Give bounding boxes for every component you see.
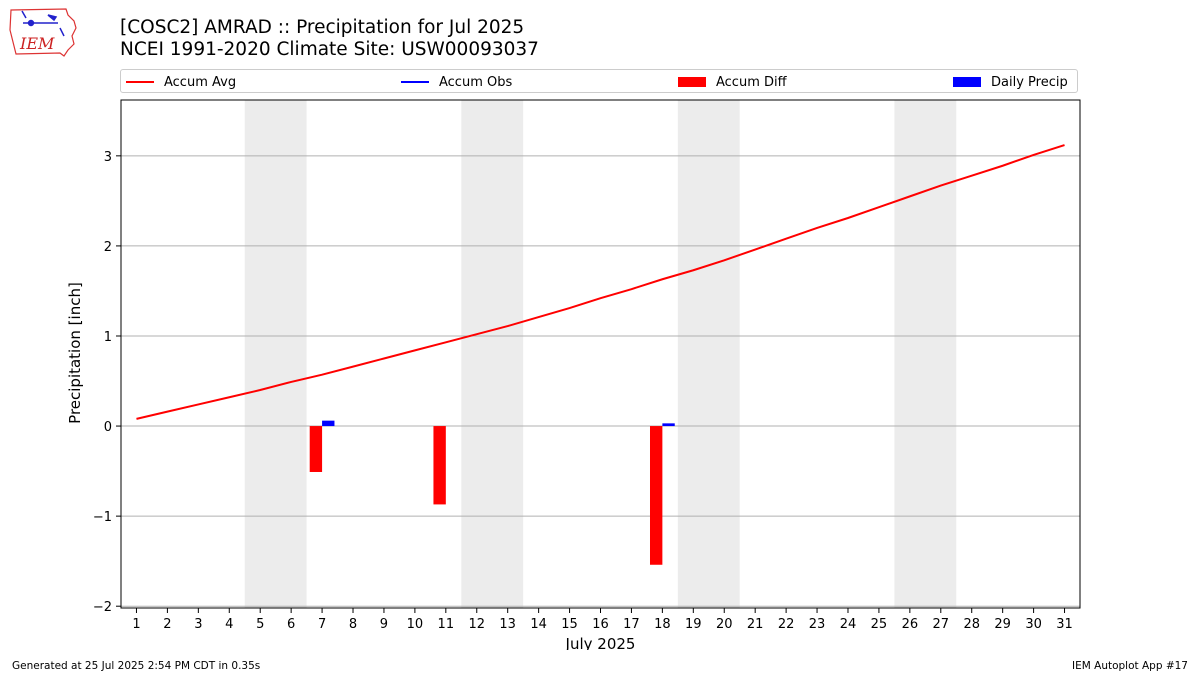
x-tick-label: 21 xyxy=(747,617,764,632)
x-tick-label: 15 xyxy=(561,617,578,632)
x-tick-label: 31 xyxy=(1056,617,1073,632)
accum-diff-bar xyxy=(649,426,663,565)
daily-precip-bar xyxy=(322,420,335,427)
x-tick-label: 18 xyxy=(654,617,671,632)
generated-timestamp: Generated at 25 Jul 2025 2:54 PM CDT in … xyxy=(12,660,261,672)
x-tick-label: 6 xyxy=(287,617,295,632)
iem-logo: IEM xyxy=(9,8,77,57)
x-tick-label: 9 xyxy=(380,617,388,632)
x-tick-label: 11 xyxy=(438,617,455,632)
y-tick-label: −1 xyxy=(93,510,112,525)
x-tick-label: 23 xyxy=(809,617,826,632)
x-tick-label: 13 xyxy=(499,617,516,632)
x-tick-label: 4 xyxy=(225,617,233,632)
y-tick-label: 0 xyxy=(104,420,112,435)
legend-label-accum-diff: Accum Diff xyxy=(716,74,787,90)
x-tick-label: 14 xyxy=(530,617,547,632)
legend-label-daily-precip: Daily Precip xyxy=(991,74,1068,90)
x-tick-label: 7 xyxy=(318,617,326,632)
x-tick-label: 26 xyxy=(902,617,919,632)
accum-diff-bar xyxy=(309,426,323,472)
accum-diff-bar xyxy=(433,426,446,505)
precipitation-chart: 1 2 3 4 5 6 7 8 9 10 11 12 13 14 15 16 17 18 19 20 21 22 23 24 2… xyxy=(66,99,1081,650)
weather-station-icon xyxy=(21,10,65,37)
legend-swatch-daily-precip xyxy=(953,77,981,87)
x-tick-label: 8 xyxy=(349,617,357,632)
legend-swatch-accum-avg xyxy=(126,81,154,83)
x-tick-label: 25 xyxy=(871,617,888,632)
x-tick-label: 24 xyxy=(840,617,857,632)
x-tick-label: 1 xyxy=(132,617,140,632)
weekend-band xyxy=(461,100,524,608)
x-tick-label: 29 xyxy=(994,617,1011,632)
daily-precip-bar xyxy=(662,423,675,427)
x-tick-label: 30 xyxy=(1025,617,1042,632)
weekend-band xyxy=(677,100,740,608)
y-tick-label: 1 xyxy=(104,330,112,345)
accum-avg-line xyxy=(136,144,1065,420)
x-tick-label: 12 xyxy=(468,617,485,632)
legend-item-accum-avg: Accum Avg xyxy=(126,73,236,91)
legend-label-accum-avg: Accum Avg xyxy=(164,74,237,90)
x-tick-label: 2 xyxy=(163,617,171,632)
x-tick-label: 27 xyxy=(933,617,950,632)
legend-swatch-accum-obs xyxy=(401,81,429,83)
chart-title: [COSC2] AMRAD :: Precipitation for Jul 2… xyxy=(120,17,525,38)
y-tick-label: 2 xyxy=(104,240,112,255)
y-axis-label: Precipitation [inch] xyxy=(66,282,84,424)
chart-subtitle: NCEI 1991-2020 Climate Site: USW00093037 xyxy=(120,39,539,60)
iowa-state-outline xyxy=(9,8,77,57)
legend-item-daily-precip: Daily Precip xyxy=(953,73,1068,91)
x-tick-label: 3 xyxy=(194,617,202,632)
legend-label-accum-obs: Accum Obs xyxy=(439,74,513,90)
x-tick-label: 16 xyxy=(592,617,609,632)
legend-item-accum-diff: Accum Diff xyxy=(678,73,787,91)
x-tick-label: 28 xyxy=(963,617,980,632)
y-tick-label: −2 xyxy=(93,600,112,615)
app-credit: IEM Autoplot App #17 xyxy=(1072,660,1188,672)
x-tick-label: 22 xyxy=(778,617,795,632)
chart-legend: Accum Avg Accum Obs Accum Diff Daily Pre… xyxy=(120,69,1078,93)
x-tick-label: 19 xyxy=(685,617,702,632)
legend-item-accum-obs: Accum Obs xyxy=(401,73,512,91)
legend-swatch-accum-diff xyxy=(678,77,706,87)
x-tick-label: 17 xyxy=(623,617,640,632)
iem-logo-text: IEM xyxy=(19,34,55,53)
x-tick-label: 5 xyxy=(256,617,264,632)
y-tick-label: 3 xyxy=(104,150,112,165)
x-axis-label: July 2025 xyxy=(565,635,636,650)
x-tick-label: 20 xyxy=(716,617,733,632)
weekend-band xyxy=(244,100,307,608)
x-tick-label: 10 xyxy=(407,617,424,632)
weekend-band xyxy=(894,100,957,608)
